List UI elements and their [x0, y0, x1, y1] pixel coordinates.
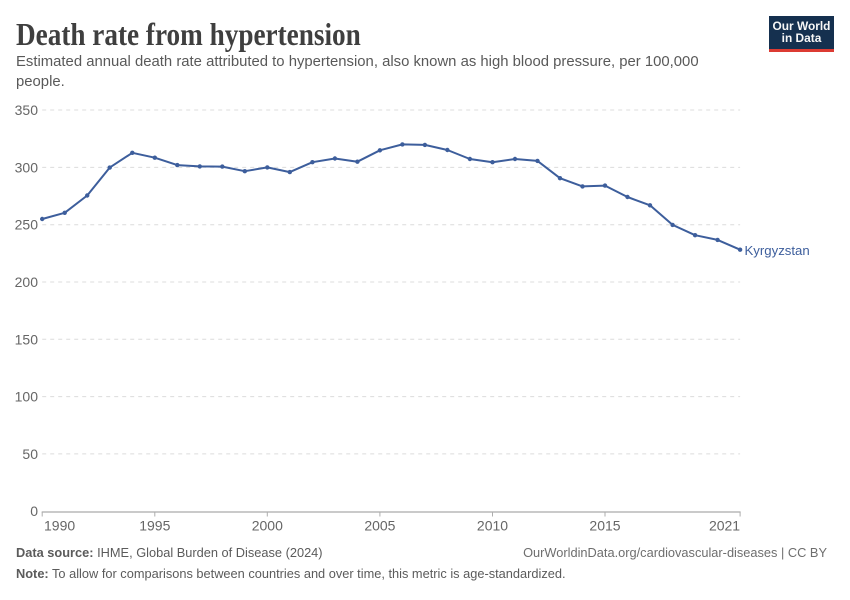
svg-text:200: 200 [15, 274, 39, 290]
svg-text:1990: 1990 [44, 518, 75, 534]
svg-text:Kyrgyzstan: Kyrgyzstan [745, 243, 810, 258]
svg-text:100: 100 [15, 389, 39, 405]
svg-text:2015: 2015 [589, 518, 620, 534]
svg-text:0: 0 [30, 503, 38, 519]
svg-text:350: 350 [15, 102, 39, 118]
svg-text:250: 250 [15, 217, 39, 233]
svg-text:300: 300 [15, 159, 39, 175]
svg-text:2021: 2021 [709, 518, 740, 534]
svg-text:1995: 1995 [139, 518, 170, 534]
svg-text:50: 50 [22, 446, 38, 462]
svg-text:2000: 2000 [252, 518, 283, 534]
svg-text:150: 150 [15, 331, 39, 347]
svg-text:2010: 2010 [477, 518, 508, 534]
svg-text:2005: 2005 [364, 518, 395, 534]
